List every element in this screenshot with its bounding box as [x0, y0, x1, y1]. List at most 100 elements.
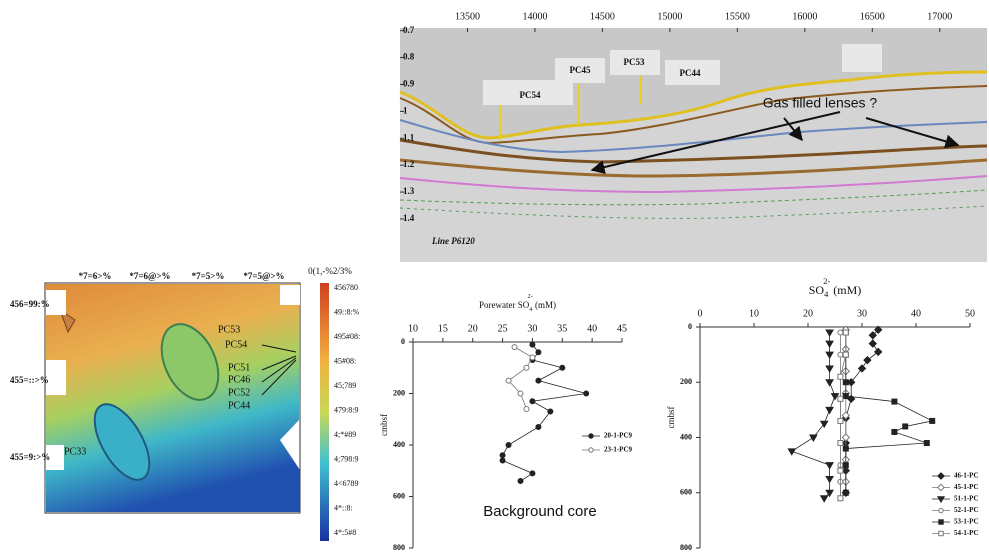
point [535, 377, 542, 384]
point [842, 329, 849, 336]
point [825, 329, 834, 338]
series-line [507, 346, 533, 410]
series-line [790, 332, 836, 499]
legend-marker [937, 483, 945, 492]
title-part: Porewater SO [479, 300, 530, 310]
x-tick-label: 40 [911, 308, 921, 319]
y-tick-label: 400 [393, 440, 405, 449]
y-tick-label: 1.2 [403, 159, 415, 169]
legend-label: 20-1-PC9 [604, 432, 632, 440]
y-tick-label: 200 [393, 388, 405, 397]
point [825, 475, 834, 484]
point [819, 495, 829, 503]
point [891, 428, 898, 435]
annotation: Background core [483, 503, 596, 520]
point [842, 462, 849, 469]
x-tick-label: 13500 [455, 11, 480, 22]
point [837, 329, 844, 336]
y-axis-label: cmbsf [666, 407, 676, 429]
core-label: PC51 [228, 362, 250, 373]
title-part: 2- [527, 293, 532, 300]
title-part: (mM) [533, 300, 556, 310]
y-tick-label: 0 [401, 337, 405, 346]
point [841, 433, 851, 442]
point [499, 452, 506, 459]
point [891, 398, 898, 405]
point [842, 489, 849, 496]
y-tick-label: 1.4 [403, 213, 415, 223]
x-tick-label: 16000 [792, 11, 817, 22]
legend-label: 53-1-PC [954, 518, 979, 526]
x-tick-label: 16500 [860, 11, 885, 22]
colorbar-label: 4*::8: [334, 503, 353, 512]
legend-marker [588, 433, 594, 439]
point [837, 467, 844, 474]
point [837, 373, 844, 380]
point [825, 379, 834, 387]
core-label: PC44 [680, 68, 701, 78]
x-tick-label: 14500 [590, 11, 615, 22]
seismic-image [399, 28, 988, 262]
core-label: PC44 [228, 400, 250, 411]
core-label: PC53 [218, 324, 240, 335]
x-tick-label: 17000 [927, 11, 952, 22]
x-tick-label: 30 [527, 323, 537, 334]
x-tick-label: 15500 [725, 11, 750, 22]
y-tick-label: 600 [393, 491, 405, 500]
y-axis-label: cmbsf [379, 414, 389, 436]
legend-marker [938, 530, 944, 537]
legend-label: 52-1-PC [954, 506, 979, 514]
x-tick-label: 35 [557, 323, 567, 334]
colorbar-label: 4;*#89 [334, 430, 356, 439]
legend-marker [938, 507, 944, 514]
x-tick-label: 50 [965, 308, 975, 319]
point [505, 442, 512, 448]
colorbar-label: 49::8:% [334, 307, 360, 316]
x-tick-label: 0 [698, 308, 703, 319]
legend-label: 54-1-PC [954, 529, 979, 537]
point [825, 365, 834, 373]
x-tick-label: 40 [587, 323, 597, 334]
x-tick-label: 10 [749, 308, 759, 319]
point [559, 364, 566, 371]
map-tick: 455=::>% [10, 375, 49, 385]
point [517, 478, 524, 485]
x-tick-label: 30 [857, 308, 867, 319]
map-tick: 456=99:% [10, 299, 50, 309]
point [837, 395, 844, 402]
x-tick-label: 20 [803, 308, 813, 319]
point [842, 379, 849, 386]
title-part: 4 [529, 306, 533, 313]
x-tick-label: 25 [498, 323, 508, 334]
series-line [840, 332, 847, 499]
annotation: Gas filled lenses ? [763, 95, 878, 111]
point [809, 434, 818, 442]
y-tick-label: 800 [680, 543, 692, 552]
point [842, 393, 849, 400]
point [529, 470, 536, 477]
colorbar-label: 4<6789 [334, 479, 359, 488]
x-tick-label: 20 [468, 323, 478, 334]
point [505, 377, 512, 384]
core-label: PC53 [624, 57, 645, 67]
core-label: PC54 [520, 90, 541, 100]
point [830, 393, 840, 401]
point [529, 341, 536, 348]
colorbar-label: 45#08: [334, 356, 356, 365]
colorbar-label: 45;789 [334, 381, 356, 390]
x-tick-label: 14000 [522, 11, 547, 22]
title-part: 4 [824, 290, 829, 299]
point [857, 364, 867, 373]
y-tick-label: 0 [688, 322, 692, 331]
x-tick-label: 15 [438, 323, 448, 334]
colorbar-label: 495#08: [334, 332, 360, 341]
title-part: (mM) [830, 283, 861, 297]
y-tick-label: 1.1 [403, 132, 415, 142]
point [863, 355, 872, 365]
point [529, 398, 536, 405]
point [535, 423, 542, 430]
bathymetry-map [44, 282, 329, 541]
point [923, 440, 930, 447]
point [873, 347, 883, 357]
